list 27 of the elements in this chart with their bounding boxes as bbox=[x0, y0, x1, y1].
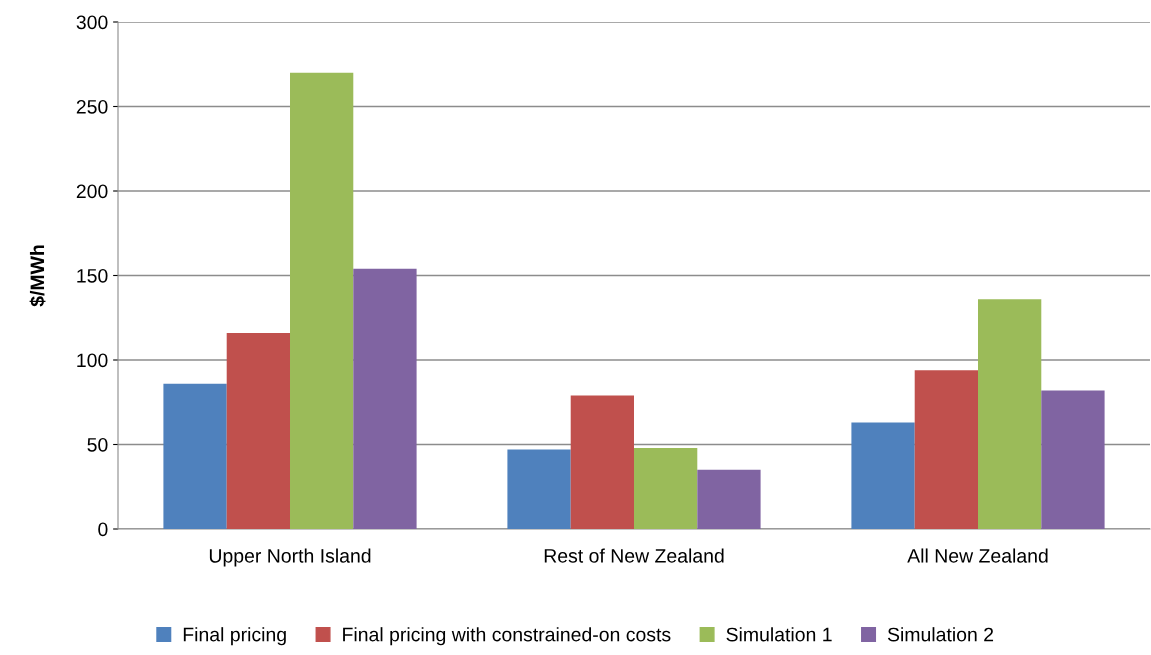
bar bbox=[226, 332, 290, 529]
y-tick-label: 50 bbox=[87, 437, 108, 452]
y-tick-label: 100 bbox=[77, 353, 108, 368]
y-tick-label: 300 bbox=[76, 15, 108, 30]
y-tick-label: 0 bbox=[98, 522, 108, 537]
bar bbox=[634, 447, 698, 529]
legend-label: Simulation 1 bbox=[726, 627, 832, 642]
bar bbox=[353, 268, 417, 529]
y-tick-label: 150 bbox=[77, 268, 108, 283]
bar bbox=[163, 383, 227, 529]
bar bbox=[570, 395, 634, 529]
y-axis-title: $/MWh bbox=[29, 245, 46, 307]
y-tick-label: 200 bbox=[76, 184, 108, 199]
bar bbox=[851, 422, 915, 529]
x-tick-label: Upper North Island bbox=[209, 548, 371, 567]
bar bbox=[914, 370, 978, 529]
x-tick-label: Rest of New Zealand bbox=[544, 548, 724, 563]
bar bbox=[507, 449, 571, 529]
bar bbox=[1041, 390, 1105, 529]
legend-label: Final pricing bbox=[183, 627, 286, 646]
legend-label: Simulation 2 bbox=[887, 627, 994, 642]
y-tick-label: 250 bbox=[76, 99, 108, 114]
bar bbox=[697, 469, 761, 529]
bar bbox=[978, 299, 1042, 529]
bar bbox=[290, 72, 354, 529]
x-tick-label: All New Zealand bbox=[907, 548, 1048, 563]
legend-label: Final pricing with constrained-on costs bbox=[343, 627, 671, 646]
